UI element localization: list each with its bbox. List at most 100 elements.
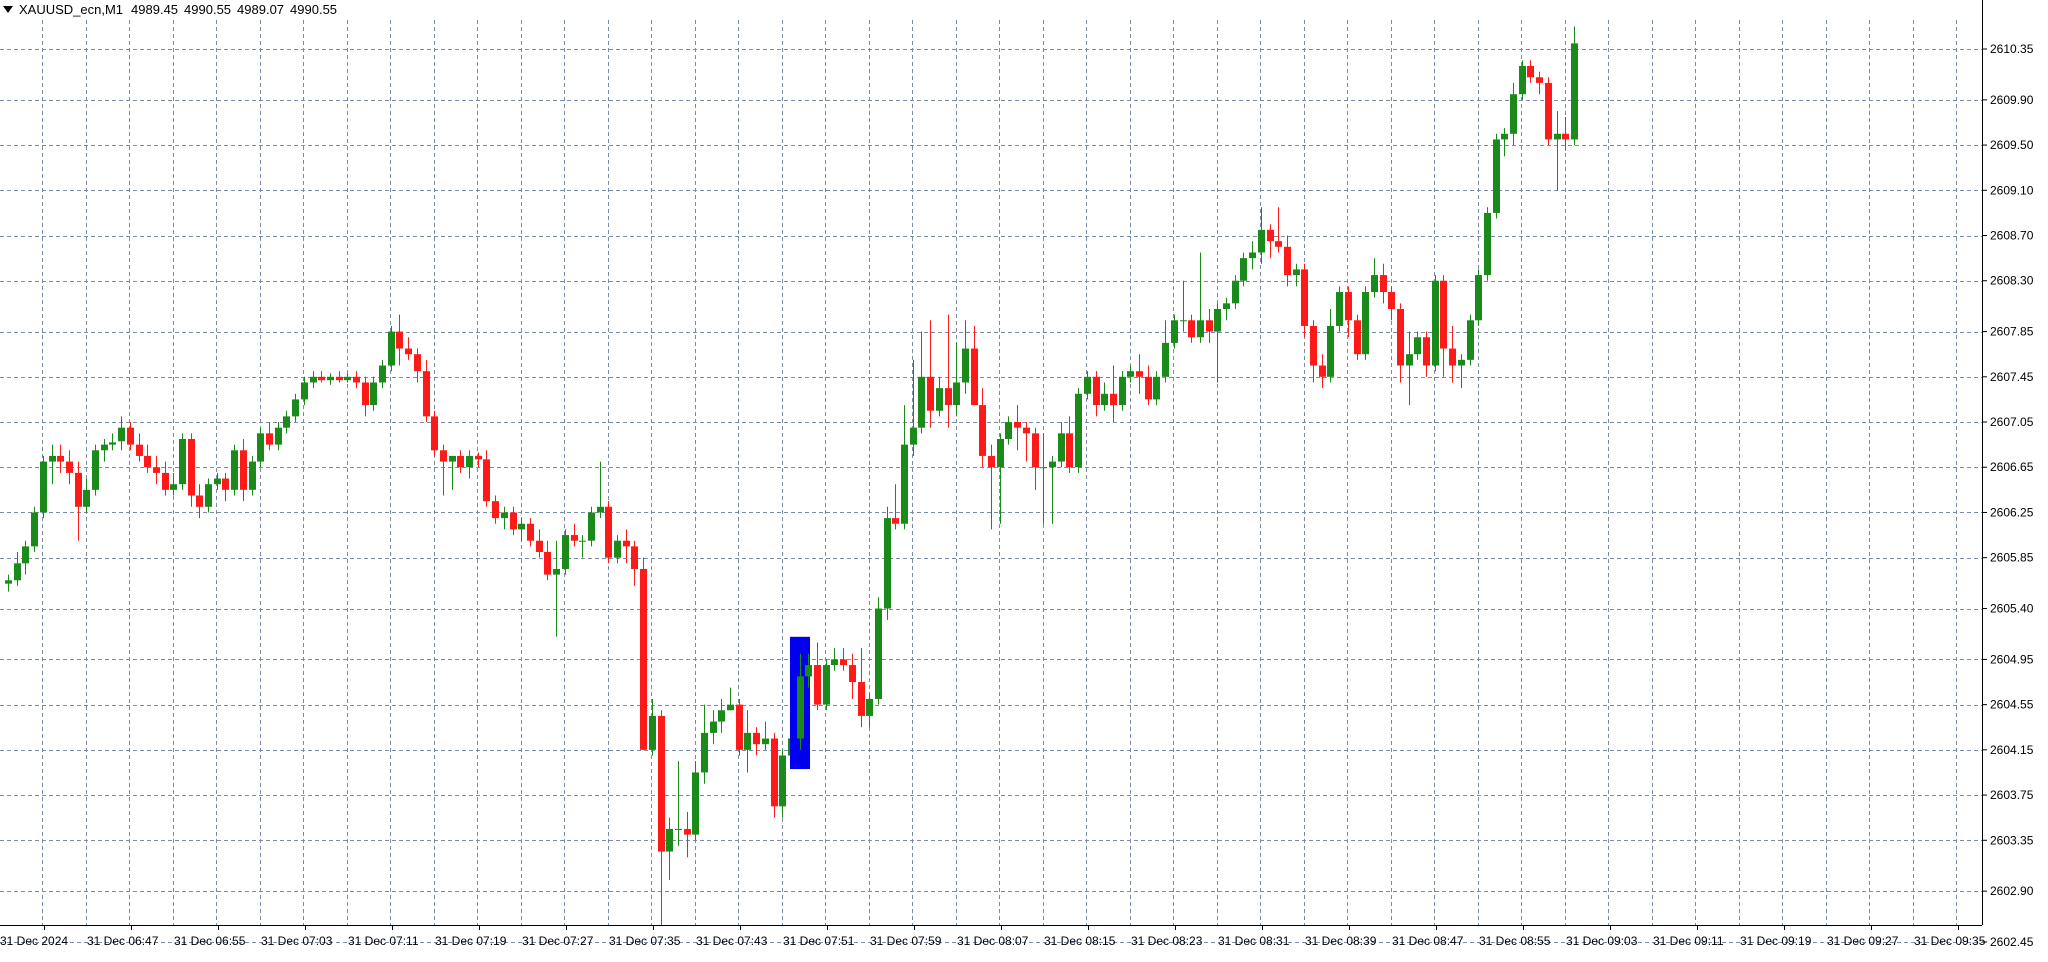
candle-body xyxy=(1005,422,1012,439)
candle-body xyxy=(492,501,499,519)
time-axis-label: 31 Dec 07:59 xyxy=(870,934,942,948)
candle-body xyxy=(1049,461,1056,468)
candle-body xyxy=(344,376,351,381)
candle-body xyxy=(1101,393,1108,406)
candle-body xyxy=(675,828,682,830)
quote-close: 4990.55 xyxy=(290,1,338,17)
price-axis-label: 2603.75 xyxy=(1990,788,2034,802)
candle-body xyxy=(840,659,847,666)
candle-body xyxy=(1275,241,1282,247)
candle-body xyxy=(1362,292,1369,355)
candle-body xyxy=(910,427,917,445)
candle-body xyxy=(1267,229,1274,242)
candle-body xyxy=(83,489,90,507)
candle-body xyxy=(979,405,986,456)
candle-body xyxy=(1510,94,1517,134)
candle-body xyxy=(449,455,456,462)
candle-body xyxy=(127,427,134,445)
dropdown-triangle-icon[interactable] xyxy=(3,5,13,13)
candle-body xyxy=(1040,467,1047,469)
candle-body xyxy=(1153,376,1160,400)
candle-body xyxy=(1371,275,1378,293)
time-axis-label: 31 Dec 2024 xyxy=(0,934,68,948)
time-axis-label: 31 Dec 07:27 xyxy=(522,934,594,948)
candle-body xyxy=(901,444,908,524)
time-axis-label: 31 Dec 08:07 xyxy=(957,934,1029,948)
price-axis-label: 2602.45 xyxy=(1990,935,2034,949)
time-axis-label: 31 Dec 07:51 xyxy=(783,934,855,948)
candle-body xyxy=(405,348,412,355)
candle-body xyxy=(1197,320,1204,338)
candle-body xyxy=(231,450,238,490)
candle-body xyxy=(1032,433,1039,468)
candle-body xyxy=(1284,246,1291,276)
candle-body xyxy=(640,568,647,750)
price-axis-label: 2605.85 xyxy=(1990,551,2034,565)
candle-body xyxy=(1206,320,1213,332)
candle-body xyxy=(188,438,195,496)
candle-body xyxy=(240,450,247,490)
time-axis-label: 31 Dec 08:47 xyxy=(1392,934,1464,948)
candle-body xyxy=(1562,133,1569,140)
candle-body xyxy=(205,484,212,507)
candle-body xyxy=(75,472,82,507)
candle-body xyxy=(257,433,264,462)
price-axis-label: 2602.90 xyxy=(1990,884,2034,898)
symbol-label: XAUUSD_ecn,M1 xyxy=(19,1,124,17)
candle-body xyxy=(1440,280,1447,349)
candle-body xyxy=(649,715,656,750)
candle-body xyxy=(1493,139,1500,213)
candle-body xyxy=(423,371,430,417)
time-axis-label: 31 Dec 09:19 xyxy=(1740,934,1812,948)
candle-body xyxy=(744,732,751,750)
candle-body xyxy=(1345,292,1352,321)
candle-body xyxy=(588,512,595,541)
candle-body xyxy=(884,518,891,609)
candle-body xyxy=(1188,320,1195,338)
candle-body xyxy=(1240,258,1247,281)
candle-body xyxy=(1145,376,1152,400)
candle-body xyxy=(779,755,786,807)
candle-body xyxy=(457,455,464,468)
candle-body xyxy=(631,546,638,569)
candle-body xyxy=(1467,320,1474,360)
candle-body xyxy=(544,552,551,575)
candle-body xyxy=(1084,376,1091,394)
candle-body xyxy=(866,698,873,716)
candle-body xyxy=(31,512,38,547)
candle-body xyxy=(118,427,125,442)
time-axis-label: 31 Dec 07:35 xyxy=(609,934,681,948)
candle-body xyxy=(1258,229,1265,253)
candle-body xyxy=(858,682,865,716)
candle-body xyxy=(66,461,73,473)
candle-body xyxy=(823,665,830,705)
candle-body xyxy=(22,546,29,564)
candle-body xyxy=(1119,376,1126,406)
candle-body xyxy=(301,382,308,400)
candle-body xyxy=(214,478,221,485)
price-axis-label: 2608.70 xyxy=(1990,229,2034,243)
candle-body xyxy=(310,376,317,383)
candle-body xyxy=(1058,433,1065,462)
price-axis-label: 2607.45 xyxy=(1990,370,2034,384)
candle-body xyxy=(466,455,473,468)
candle-body xyxy=(1554,133,1561,140)
candle-body xyxy=(1380,275,1387,293)
candle-body xyxy=(571,535,578,541)
candle-body xyxy=(327,376,334,381)
candle-body xyxy=(831,659,838,666)
candle-body xyxy=(927,376,934,411)
candle-body xyxy=(988,455,995,468)
candle-body xyxy=(1214,308,1221,332)
candle-body xyxy=(431,416,438,451)
time-axis-label: 31 Dec 09:35 xyxy=(1914,934,1986,948)
chart-header: XAUUSD_ecn,M1 4989.45 4990.55 4989.07 49… xyxy=(0,0,343,18)
candle-body xyxy=(1475,275,1482,321)
time-axis-label: 31 Dec 07:43 xyxy=(696,934,768,948)
candle-body xyxy=(918,376,925,428)
candle-body xyxy=(318,376,325,381)
candle-body xyxy=(475,455,482,460)
candle-body xyxy=(1180,320,1187,322)
